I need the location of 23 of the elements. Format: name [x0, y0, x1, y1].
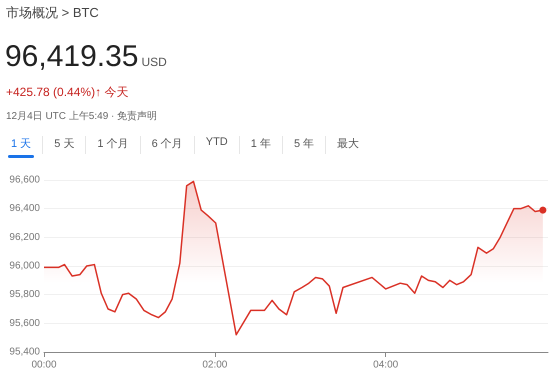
text: 1 年 [238, 136, 282, 154]
text: 5 天 [42, 136, 86, 154]
text: 5 年 [282, 136, 326, 154]
text: YTD [194, 136, 239, 154]
text: +425.78 (0.44%)↑ 今天 [6, 84, 128, 101]
text: USD [141, 55, 167, 69]
y-tick-label: 95,400 [9, 346, 40, 358]
y-tick-label: 95,600 [9, 318, 40, 329]
text: 1 天 [10, 137, 32, 152]
chart-title: 市场概况 > BTC [6, 4, 99, 22]
text: 最大 [325, 136, 370, 154]
y-tick-label: 96,200 [9, 232, 40, 243]
y-tick-label: 96,400 [9, 203, 40, 214]
text: 1 个月 [85, 136, 140, 154]
y-tick-label: 96,600 [9, 174, 40, 186]
text: 6 个月 [140, 136, 194, 154]
x-tick-label: 02:00 [202, 360, 228, 370]
y-tick-label: 95,800 [9, 289, 40, 300]
text: 12月4日 UTC 上午5:49 · 免责声明 [6, 110, 158, 123]
x-tick-label: 04:00 [373, 360, 399, 370]
x-tick-label: 00:00 [31, 360, 57, 370]
text: 96,419.35 [5, 40, 138, 73]
y-tick-label: 96,000 [9, 260, 40, 272]
